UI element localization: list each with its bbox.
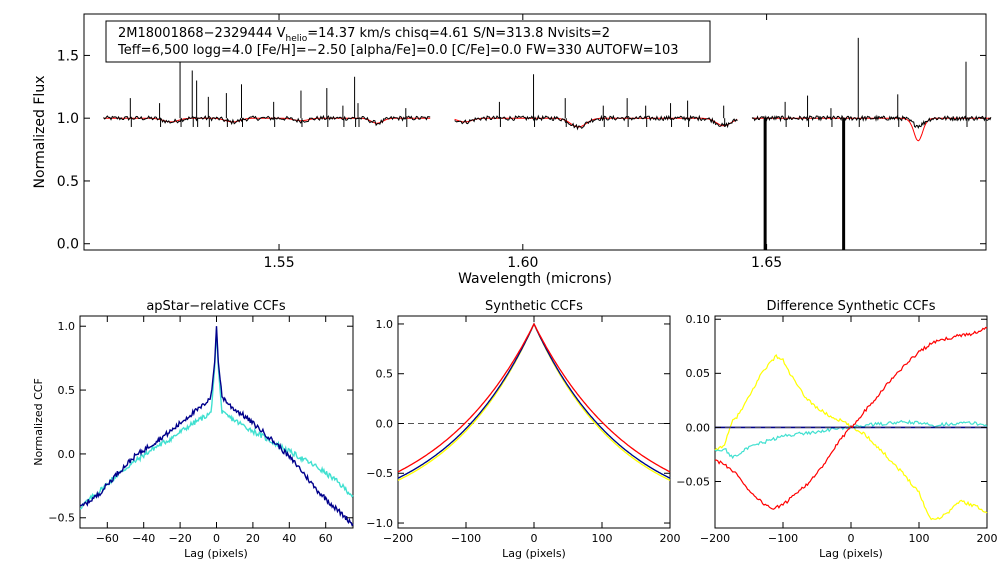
- observed-spectrum-chip-3: [751, 114, 992, 129]
- observed-spectrum-chip-1: [103, 114, 431, 127]
- apstar-ccf-ytick-label: 0.0: [58, 448, 76, 461]
- synthetic-ccf-xtick-label: −200: [383, 532, 413, 545]
- apstar-ccf-axes-frame: [79, 315, 354, 529]
- model-spectrum-chip-3: [752, 117, 991, 142]
- synthetic-ccf-ytick-label: 0.0: [376, 417, 394, 430]
- spectrum-ytick-label: 0.5: [57, 174, 79, 190]
- apstar-ccf-xtick-label: −20: [168, 532, 191, 545]
- spectrum-ylabel: Normalized Flux: [32, 76, 48, 189]
- spectrum-ytick-label: 1.0: [57, 111, 79, 127]
- info-line-1-sub: helio: [285, 34, 307, 44]
- ccf-line-visit-1: [79, 326, 354, 527]
- synthetic-ccf-panel: Synthetic CCFs −200 −100 0 100 200 −1.0 −0.5 0.…: [366, 299, 680, 560]
- synthetic-ccf-ticks: −200 −100 0 100 200 −1.0 −0.5 0.0 0.5 1.0: [366, 316, 681, 545]
- spectrum-xlabel: Wavelength (microns): [458, 271, 612, 287]
- apstar-ccf-title: apStar−relative CCFs: [146, 299, 286, 314]
- synthetic-ccf-ytick-label: 1.0: [376, 318, 394, 331]
- spectrum-ytick-label: 1.5: [57, 48, 79, 64]
- difference-ccf-line-yellow: [714, 353, 988, 521]
- difference-ccf-ytick-label: −0.05: [676, 475, 710, 488]
- apstar-ccf-ytick-label: −0.5: [48, 512, 75, 525]
- apstar-ccf-xtick-label: 40: [282, 532, 296, 545]
- apstar-ccf-panel: apStar−relative CCFs −60 −40 −20 0 20 40 60 −0.…: [32, 299, 354, 560]
- spectrum-ticks: 1.55 1.60 1.65 0.0 0.5 1.0 1.5: [57, 14, 986, 271]
- difference-ccf-ticks: −200 −100 0 100 200 −0.05 0.00 0.05 0.10: [676, 313, 997, 545]
- spectrum-data: [103, 37, 992, 250]
- difference-ccf-xtick-label: −100: [768, 532, 798, 545]
- difference-ccf-xlabel: Lag (pixels): [819, 547, 883, 560]
- info-line-1-post: =14.37 km/s chisq=4.61 S/N=313.8 Nvisits…: [307, 26, 610, 41]
- difference-ccf-xtick-label: 200: [977, 532, 998, 545]
- difference-ccf-panel: Difference Synthetic CCFs −200 −100 0 100 20…: [676, 299, 997, 560]
- info-box: [105, 20, 711, 63]
- info-line-2: Teff=6,500 logg=4.0 [Fe/H]=−2.50 [alpha/…: [117, 43, 679, 58]
- synthetic-ccf-ytick-label: −0.5: [366, 467, 393, 480]
- spectrum-panel: 1.55 1.60 1.65 0.0 0.5 1.0 1.5 2M18001868−2329…: [32, 13, 992, 287]
- synthetic-ccf-ytick-label: −1.0: [366, 517, 393, 530]
- apstar-ccf-data: [79, 326, 354, 527]
- apstar-ccf-ytick-label: 0.5: [58, 384, 76, 397]
- bad-pixel-drop: [842, 118, 846, 250]
- apstar-ccf-ticks: −60 −40 −20 0 20 40 60 −0.5 0.0 0.5 1.0: [48, 316, 353, 545]
- difference-ccf-data: [714, 326, 988, 521]
- apstar-ccf-xtick-label: −40: [132, 532, 155, 545]
- apstar-ccf-ytick-label: 1.0: [58, 320, 76, 333]
- spectrum-xtick-label: 1.65: [751, 255, 782, 271]
- synthetic-ccf-ytick-label: 0.5: [376, 368, 394, 381]
- spectrum-xtick-label: 1.55: [263, 255, 294, 271]
- difference-ccf-title: Difference Synthetic CCFs: [766, 299, 935, 314]
- synthetic-ccf-xlabel: Lag (pixels): [502, 547, 566, 560]
- observed-spectrum-chip-2: [454, 114, 738, 131]
- info-line-1: 2M18001868−2329444 Vhelio=14.37 km/s chi…: [118, 26, 610, 44]
- difference-ccf-ytick-label: 0.05: [686, 367, 711, 380]
- apstar-ccf-xlabel: Lag (pixels): [184, 547, 248, 560]
- synthetic-ccf-xtick-label: 100: [592, 532, 613, 545]
- difference-ccf-xtick-label: 0: [848, 532, 855, 545]
- synthetic-ccf-line-model-D: [397, 322, 671, 473]
- synthetic-ccf-xtick-label: −100: [451, 532, 481, 545]
- synthetic-ccf-xtick-label: 0: [531, 532, 538, 545]
- synthetic-ccf-title: Synthetic CCFs: [485, 299, 583, 314]
- difference-ccf-ytick-label: 0.10: [686, 313, 711, 326]
- apstar-ccf-ylabel: Normalized CCF: [32, 378, 45, 466]
- difference-ccf-line-red: [715, 326, 988, 510]
- bad-pixel-drop: [763, 118, 767, 250]
- apstar-ccf-xtick-label: 60: [319, 532, 333, 545]
- spectrum-axes-frame: [83, 13, 987, 251]
- spectrum-xtick-label: 1.60: [507, 255, 538, 271]
- apstar-ccf-xtick-label: 0: [213, 532, 220, 545]
- info-line-1-pre: 2M18001868−2329444 V: [118, 26, 286, 41]
- synthetic-ccf-xtick-label: 200: [660, 532, 681, 545]
- apstar-ccf-xtick-label: −60: [96, 532, 119, 545]
- synthetic-ccf-line-model-A: [397, 322, 671, 481]
- difference-ccf-ytick-label: 0.00: [686, 421, 711, 434]
- synthetic-ccf-axes-frame: [397, 315, 671, 529]
- apstar-ccf-xtick-label: 20: [246, 532, 260, 545]
- spectrum-ytick-label: 0.0: [57, 237, 79, 253]
- difference-ccf-xtick-label: 100: [909, 532, 930, 545]
- difference-ccf-xtick-label: −200: [700, 532, 730, 545]
- synthetic-ccf-data: [397, 322, 671, 481]
